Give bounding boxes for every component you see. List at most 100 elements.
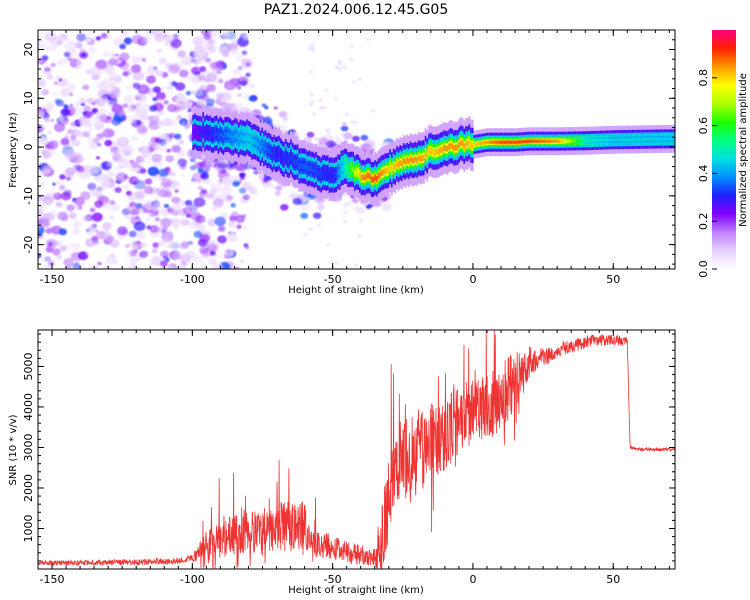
spectral-blob [201,218,207,223]
spectral-blob [73,220,83,228]
spectral-blob [192,36,204,46]
spectral-blob [342,122,347,126]
ridge-segment [276,151,279,157]
spectral-blob [184,204,197,215]
ridge-segment [643,137,646,141]
spectral-blob [118,110,125,117]
spectral-blob [100,32,108,39]
spectral-blob [173,121,178,126]
ridge-segment [613,138,616,142]
ridge-segment [463,143,466,150]
spectral-blob [222,50,230,58]
spectral-blob [74,205,79,209]
spectral-blob [66,204,75,212]
spectral-blob [179,241,189,250]
colorbar-tick-label: 0.4 [697,165,710,183]
spectral-blob [239,187,247,194]
ridge-segment [490,140,493,144]
spectral-blob [325,140,336,149]
spectral-blob [85,174,90,178]
spectral-blob [167,241,178,250]
y-tick-label: 5000 [22,352,35,380]
ridge-segment [665,137,668,141]
spectral-blob [110,203,120,212]
ridge-segment [449,142,452,149]
ridge-segment [510,140,513,144]
spectral-blob [360,134,369,141]
spectral-blob [171,145,181,153]
spectral-blob [156,98,163,103]
ridge-segment [468,138,471,145]
ridge-segment [369,173,371,180]
ridge-segment [564,139,567,143]
spectral-blob [127,152,133,157]
spectral-blob [109,239,120,248]
ridge-segment [448,143,451,150]
ridge-segment [446,145,449,152]
spectral-blob [50,36,62,47]
spectral-blob [64,150,76,160]
ridge-segment [458,142,461,148]
spectral-blob [241,50,248,56]
spectral-blob [74,101,80,106]
ridge-segment [406,157,408,164]
ridge-segment [616,138,619,142]
ridge-segment [236,133,238,140]
ridge-segment [650,137,653,141]
spectral-blob [311,112,317,116]
spectral-blob [114,187,122,193]
spectral-blob [60,137,70,146]
spectral-blob [343,132,353,140]
spectral-blob [46,258,51,262]
ridge-segment [256,140,259,147]
spectral-blob [105,235,115,243]
ridge-segment [210,132,213,138]
ridge-segment [652,137,654,141]
spectral-blob [70,58,79,65]
spectral-blob [69,41,75,46]
spectral-blob [82,131,91,138]
spectral-blob [199,66,207,73]
spectral-blob [158,240,167,247]
snr-x-ticks: -150 -100 -50 0 50 [37,330,670,586]
spectral-blob [342,219,348,224]
spectral-blob [242,214,247,218]
spectral-blob [351,80,357,85]
spectral-blob [244,175,249,179]
ridge-segment [520,140,523,144]
spectral-blob [58,78,63,82]
ridge-segment [209,130,211,136]
ridge-segment [377,173,380,180]
figure-title: PAZ1.2024.006.12.45.G05 [264,2,449,18]
spectrogram-marks [38,30,675,269]
x-tick-label: 50 [606,573,620,586]
ridge-segment [667,137,669,141]
ridge-segment [635,137,637,141]
colorbar: 0.0 0.2 0.4 0.6 0.8 Normalized spectral ampl… [697,30,749,278]
ridge-segment [433,149,435,156]
spectral-blob [121,208,131,216]
spectral-blob [292,197,303,206]
spectral-blob [261,103,267,108]
spectral-blob [97,89,110,100]
ridge-segment [507,140,509,144]
ridge-segment [293,159,296,166]
ridge-segment [581,139,584,143]
snr-line [38,330,675,569]
y-tick-label: 1000 [22,514,35,542]
spectral-blob [334,136,340,141]
spectral-blob [129,201,137,208]
ridge-segment [242,135,245,142]
spectral-blob [109,200,116,205]
spectral-blob [129,250,138,257]
ridge-segment [397,162,400,168]
spectral-blob [347,201,352,206]
spectral-blob [133,221,146,232]
spectral-blob [55,179,62,185]
spectral-blob [158,133,166,140]
ridge-segment [579,139,582,143]
ridge-segment [217,133,220,140]
ridge-segment [352,166,355,173]
spectral-blob [99,138,105,142]
